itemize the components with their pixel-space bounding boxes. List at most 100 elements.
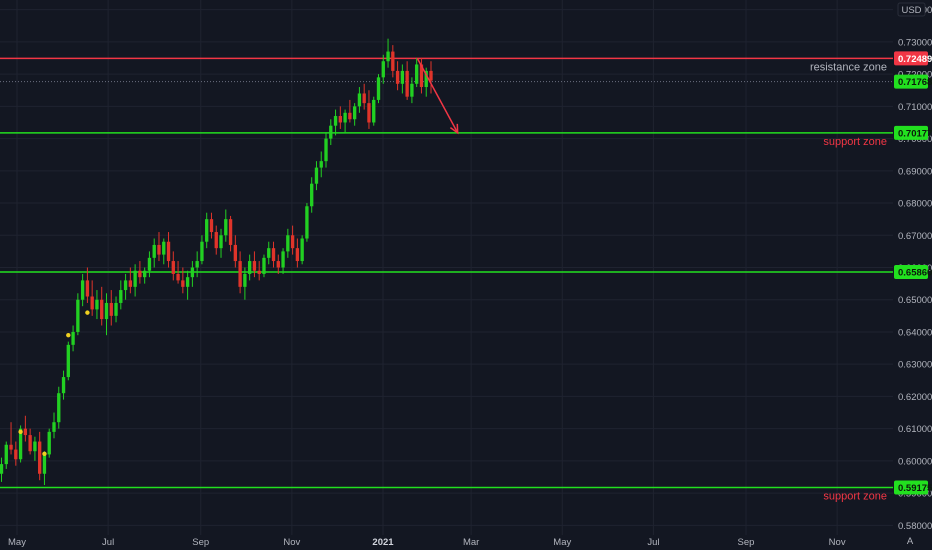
candle-body	[381, 61, 385, 78]
zone-labels: resistance zone support zone support zone	[810, 61, 887, 502]
candle-body	[262, 257, 266, 274]
candle-body	[33, 441, 37, 452]
candle-body	[372, 99, 376, 123]
level-price-tag: 0.65860	[898, 268, 932, 279]
candle-body	[123, 280, 128, 291]
grid	[0, 0, 893, 535]
candle-body	[386, 51, 390, 62]
signal-dot	[66, 332, 71, 338]
candle-body	[200, 241, 204, 262]
candle-body	[429, 70, 433, 81]
y-tick-label: 0.67000	[898, 231, 932, 242]
horizontal-lines	[0, 57, 893, 489]
candle-body	[219, 235, 223, 249]
x-tick-label: May	[553, 537, 571, 548]
candle-body	[209, 219, 214, 233]
candle-body	[314, 167, 319, 184]
time-axis[interactable]: May Jul Sep Nov 2021 Mar May Jul Sep Nov	[8, 537, 846, 548]
currency-label: USD	[897, 2, 926, 17]
candle-body	[181, 280, 185, 287]
arrow-head	[449, 123, 459, 135]
level-price-tag-bg	[894, 265, 928, 280]
y-tick-label: 0.62000	[898, 392, 932, 403]
candle-body	[267, 248, 271, 258]
candle-body	[395, 70, 400, 84]
candle-body	[415, 64, 419, 84]
y-tick-label: 0.61000	[898, 424, 932, 435]
level-price-tag-bg	[894, 480, 928, 495]
candle-body	[329, 125, 333, 139]
candle-body	[419, 64, 424, 88]
candle-body	[352, 106, 357, 120]
candle-body	[400, 70, 405, 84]
candle-body	[171, 261, 175, 274]
candle-body	[95, 299, 99, 310]
x-tick-label: Mar	[463, 537, 479, 548]
candle-body	[410, 83, 414, 97]
candle-body	[295, 248, 300, 262]
candle-body	[152, 244, 156, 258]
candle-body	[276, 261, 280, 268]
candle-body	[119, 290, 123, 303]
zone-label: support zone	[823, 490, 887, 502]
candle-body	[286, 235, 290, 252]
candle-body	[290, 235, 295, 249]
candle-body	[42, 454, 47, 474]
level-price-tag: 0.59175	[898, 483, 932, 494]
current-price-tag: 0.71768	[898, 77, 932, 88]
candle-body	[157, 244, 161, 255]
y-tick-label: 0.60000	[898, 456, 932, 467]
candle-body	[128, 280, 133, 287]
y-tick-label: 0.65000	[898, 295, 932, 306]
candle-body	[52, 422, 56, 432]
x-tick-label: May	[8, 537, 26, 548]
currency-text: USD	[901, 5, 921, 16]
candle-body	[333, 116, 338, 126]
arrow-shaft	[416, 58, 459, 134]
x-tick-label: Nov	[829, 537, 846, 548]
y-tick-label: 0.58000	[898, 521, 932, 532]
candle-body	[66, 344, 70, 378]
candle-body	[228, 219, 233, 245]
candle-body	[281, 251, 285, 268]
x-tick-label: Jul	[102, 537, 114, 548]
auto-scale-button[interactable]: A	[907, 536, 914, 547]
candle-body	[348, 112, 352, 120]
zone-label: support zone	[823, 136, 887, 148]
candle-body	[138, 270, 142, 278]
x-tick-label: Sep	[192, 537, 209, 548]
candle-body	[9, 444, 13, 450]
zone-label: resistance zone	[810, 61, 887, 73]
candle-body	[305, 206, 309, 239]
x-tick-label: Nov	[283, 537, 300, 548]
markers	[18, 310, 90, 456]
candle-body	[185, 277, 190, 287]
currency-box	[897, 2, 926, 17]
candle-body	[338, 116, 342, 123]
candle-body	[166, 241, 171, 262]
candle-body	[310, 183, 314, 207]
candle-body	[247, 261, 252, 274]
candle-body	[271, 248, 276, 262]
candle-body	[252, 261, 257, 271]
candle-body	[224, 219, 228, 236]
level-price-tag: 0.72489	[898, 54, 932, 65]
price-tags: 0.72489 0.70177 0.65860 0.59175 0.71768	[894, 51, 932, 495]
candle-body	[257, 270, 261, 274]
level-price-tag: 0.70177	[898, 128, 932, 139]
candle-body	[71, 331, 75, 345]
candle-body	[76, 299, 80, 332]
candle-body	[18, 428, 23, 460]
auto-scale-icon[interactable]: A	[907, 536, 914, 547]
level-price-tag-bg	[894, 51, 928, 66]
x-tick-label: Sep	[738, 537, 755, 548]
y-tick-label: 0.63000	[898, 360, 932, 371]
candle-body	[195, 261, 199, 268]
candle-body	[324, 138, 328, 162]
signal-dot	[85, 310, 90, 315]
candle-body	[238, 261, 242, 287]
candle-body	[147, 257, 152, 271]
candle-body	[176, 273, 180, 281]
candle-body	[190, 267, 195, 278]
